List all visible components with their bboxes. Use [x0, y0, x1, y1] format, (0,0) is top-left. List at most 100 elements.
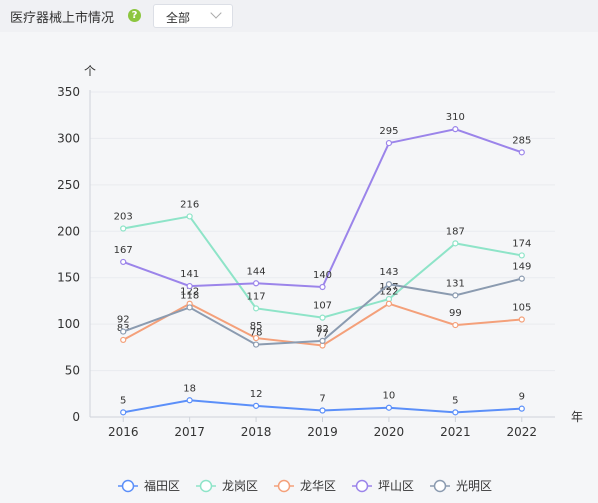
x-tick-label: 2017 — [174, 425, 205, 439]
legend-label[interactable]: 龙岗区 — [222, 479, 258, 493]
help-icon[interactable]: ? — [128, 9, 141, 22]
y-tick-label: 150 — [57, 271, 80, 285]
data-point[interactable] — [385, 300, 393, 307]
legend-marker[interactable] — [277, 479, 291, 493]
data-label: 9 — [519, 392, 525, 403]
data-label: 127 — [379, 282, 398, 293]
data-point[interactable] — [518, 149, 525, 156]
data-label: 83 — [117, 323, 130, 334]
x-tick-label: 2016 — [108, 425, 139, 439]
select-value: 全部 — [166, 11, 191, 25]
x-tick-label: 2019 — [307, 425, 338, 439]
data-point[interactable] — [385, 404, 393, 411]
data-point[interactable] — [319, 283, 326, 291]
data-label: 187 — [446, 226, 465, 237]
data-label: 82 — [316, 324, 329, 335]
data-label: 310 — [446, 112, 465, 123]
data-label: 107 — [313, 301, 332, 312]
data-label: 10 — [383, 391, 396, 402]
data-label: 295 — [379, 126, 398, 137]
data-label: 122 — [379, 287, 398, 298]
x-tick-label: 2018 — [241, 425, 272, 439]
data-label: 77 — [316, 329, 329, 340]
x-tick-label: 2020 — [374, 425, 405, 439]
data-label: 78 — [250, 328, 263, 339]
data-point[interactable] — [518, 252, 525, 259]
y-tick-label: 300 — [57, 131, 80, 145]
data-point[interactable] — [120, 336, 127, 344]
data-point[interactable] — [319, 407, 326, 414]
legend-label[interactable]: 福田区 — [144, 478, 180, 493]
y-tick-label: 350 — [57, 85, 80, 99]
data-point[interactable] — [319, 314, 326, 321]
data-label: 99 — [449, 308, 462, 319]
data-point[interactable] — [186, 397, 193, 404]
data-label: 143 — [379, 267, 398, 278]
data-label: 5 — [120, 395, 126, 406]
y-tick-label: 50 — [65, 364, 80, 378]
data-label: 167 — [114, 245, 133, 256]
data-point[interactable] — [252, 341, 260, 348]
data-label: 149 — [512, 262, 531, 273]
data-label: 122 — [180, 287, 199, 298]
x-tick-label: 2021 — [440, 425, 471, 439]
data-point[interactable] — [120, 258, 127, 266]
data-point[interactable] — [518, 405, 525, 412]
data-point[interactable] — [252, 305, 260, 312]
data-point[interactable] — [319, 337, 326, 344]
data-label: 92 — [117, 315, 130, 326]
data-point[interactable] — [120, 409, 127, 416]
legend-label[interactable]: 坪山区 — [378, 479, 414, 493]
data-point[interactable] — [120, 225, 127, 232]
data-label: 118 — [180, 290, 199, 301]
data-label: 203 — [114, 212, 133, 223]
data-point[interactable] — [452, 292, 459, 299]
data-point[interactable] — [518, 275, 525, 282]
data-label: 144 — [247, 266, 266, 277]
data-label: 285 — [512, 135, 531, 146]
data-label: 7 — [319, 394, 325, 405]
data-point[interactable] — [120, 328, 127, 335]
data-point[interactable] — [452, 240, 459, 247]
data-point[interactable] — [252, 402, 260, 409]
data-point[interactable] — [385, 281, 393, 288]
data-label: 117 — [247, 291, 266, 302]
data-label: 141 — [180, 269, 199, 280]
header-bar: 医疗器械上市情况 ? 全部 — [0, 0, 598, 32]
legend-label[interactable]: 光明区 — [456, 479, 492, 493]
x-tick-label: 2022 — [507, 425, 538, 439]
data-point[interactable] — [186, 213, 193, 220]
legend-marker[interactable] — [355, 479, 369, 493]
data-point[interactable] — [252, 280, 260, 287]
legend-marker[interactable] — [121, 479, 135, 493]
y-tick-label: 100 — [57, 317, 80, 331]
data-label: 131 — [446, 278, 465, 289]
y-tick-label: 250 — [57, 178, 80, 192]
data-label: 5 — [452, 395, 458, 406]
data-point[interactable] — [452, 126, 459, 133]
data-point[interactable] — [385, 139, 393, 147]
data-point[interactable] — [452, 321, 459, 329]
y-tick-label: 200 — [57, 224, 80, 238]
legend-marker[interactable] — [433, 479, 447, 493]
legend-label[interactable]: 龙华区 — [300, 479, 336, 493]
data-label: 105 — [512, 303, 531, 314]
data-point[interactable] — [452, 409, 459, 416]
data-point[interactable] — [252, 334, 260, 342]
data-label: 216 — [180, 199, 199, 210]
legend-marker[interactable] — [199, 479, 213, 493]
data-point[interactable] — [186, 282, 193, 290]
data-point[interactable] — [518, 316, 525, 323]
data-point[interactable] — [186, 304, 193, 311]
x-axis-label: 年 — [571, 410, 583, 424]
y-tick-label: 0 — [72, 410, 80, 424]
data-label: 12 — [250, 389, 263, 400]
data-label: 140 — [313, 270, 332, 281]
data-label: 85 — [250, 321, 263, 332]
district-select[interactable]: 全部 — [153, 4, 233, 28]
page-title: 医疗器械上市情况 — [10, 11, 115, 26]
data-label: 18 — [183, 383, 196, 394]
data-label: 174 — [512, 238, 531, 249]
y-axis-label: 个 — [84, 64, 96, 78]
